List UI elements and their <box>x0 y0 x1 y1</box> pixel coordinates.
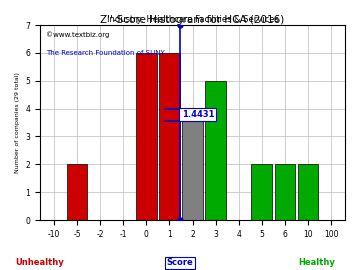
Text: Industry: Healthcare Facilities & Services: Industry: Healthcare Facilities & Servic… <box>107 15 279 24</box>
Bar <box>298 164 319 220</box>
Text: 1.4431: 1.4431 <box>181 110 214 119</box>
Title: Z''-Score Histogram for HCA (2016): Z''-Score Histogram for HCA (2016) <box>100 15 285 25</box>
Text: Score: Score <box>167 258 193 267</box>
Bar <box>159 53 180 220</box>
Bar <box>205 81 226 220</box>
Y-axis label: Number of companies (29 total): Number of companies (29 total) <box>15 72 20 173</box>
Text: ©www.textbiz.org: ©www.textbiz.org <box>46 31 110 38</box>
Text: The Research Foundation of SUNY: The Research Foundation of SUNY <box>46 50 165 56</box>
Text: Unhealthy: Unhealthy <box>15 258 64 267</box>
Text: Healthy: Healthy <box>298 258 335 267</box>
Bar <box>252 164 272 220</box>
Bar <box>182 109 203 220</box>
Bar <box>275 164 295 220</box>
Bar <box>136 53 157 220</box>
Bar <box>67 164 87 220</box>
